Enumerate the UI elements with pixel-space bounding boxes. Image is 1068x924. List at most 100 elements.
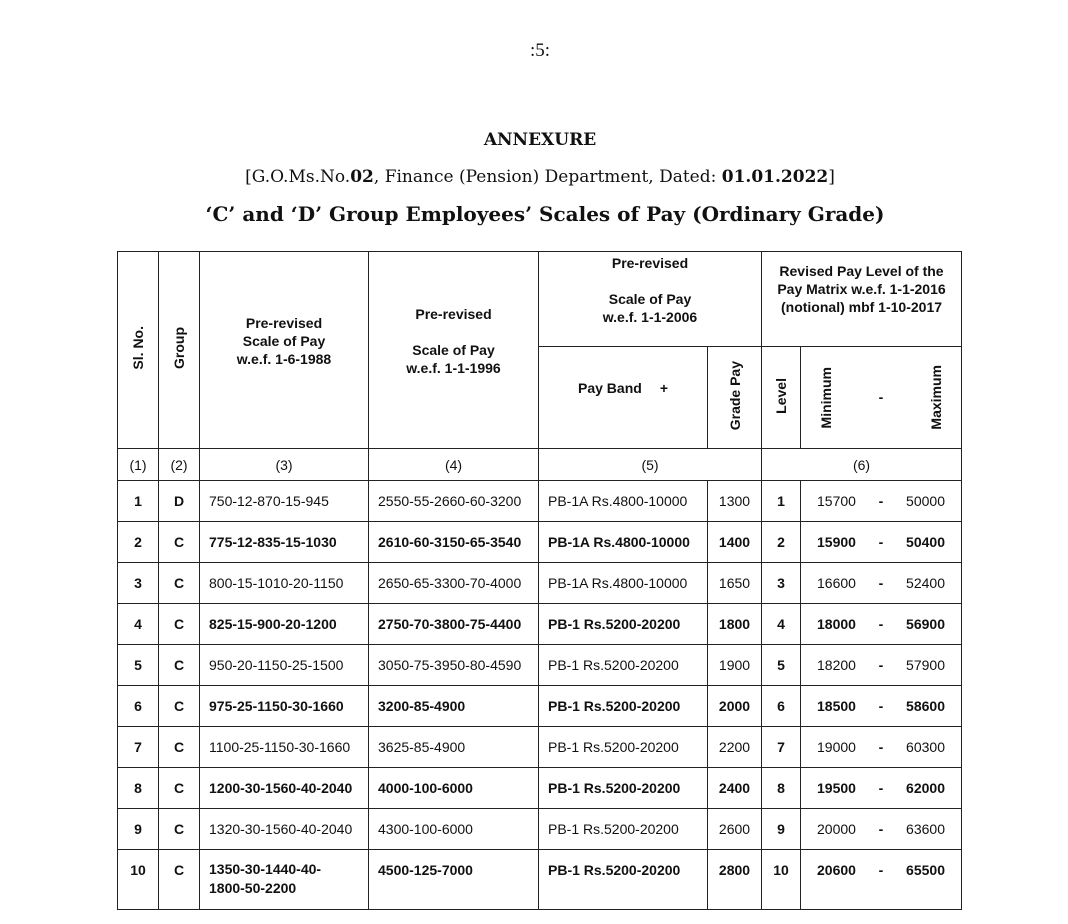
level: 5 bbox=[761, 644, 801, 686]
header-pay-band: Pay Band + bbox=[538, 346, 708, 449]
scale-1988: 1100-25-1150-30-1660 bbox=[199, 726, 369, 768]
pay-band: PB-1A Rs.4800-10000 bbox=[538, 521, 708, 563]
maximum: 56900 bbox=[906, 616, 945, 632]
maximum: 63600 bbox=[906, 821, 945, 837]
sl-no: 8 bbox=[117, 767, 159, 809]
dash: - bbox=[878, 616, 884, 632]
minimum: 16600 bbox=[817, 575, 856, 591]
maximum: 57900 bbox=[906, 657, 945, 673]
sl-no: 3 bbox=[117, 562, 159, 604]
sl-no: 1 bbox=[117, 480, 159, 522]
scale-1996: 3050-75-3950-80-4590 bbox=[368, 644, 539, 686]
table-row: 6 C 975-25-1150-30-1660 3200-85-4900 PB-1 Rs… bbox=[117, 685, 962, 727]
min-max: 18200 - 57900 bbox=[800, 644, 962, 686]
scale-1996: 2550-55-2660-60-3200 bbox=[368, 480, 539, 522]
dash: - bbox=[878, 739, 884, 755]
header-1988: Pre-revised Scale of Pay w.e.f. 1-6-1988 bbox=[199, 251, 369, 449]
header-level: Level bbox=[761, 346, 801, 449]
maximum: 60300 bbox=[906, 739, 945, 755]
table-row: 2 C 775-12-835-15-1030 2610-60-3150-65-3540… bbox=[117, 521, 962, 563]
group: C bbox=[158, 849, 200, 910]
maximum: 58600 bbox=[906, 698, 945, 714]
table-row: 8 C 1200-30-1560-40-2040 4000-100-6000 PB-1 … bbox=[117, 767, 962, 809]
header-sl-no: Sl. No. bbox=[117, 251, 159, 449]
header-group: Group bbox=[158, 251, 200, 449]
minimum: 18000 bbox=[817, 616, 856, 632]
group: D bbox=[158, 480, 200, 522]
sl-no: 4 bbox=[117, 603, 159, 645]
grade-pay: 1900 bbox=[707, 644, 762, 686]
group: C bbox=[158, 644, 200, 686]
grade-pay: 1300 bbox=[707, 480, 762, 522]
grade-pay: 2600 bbox=[707, 808, 762, 850]
table-row: 10 C 1350-30-1440-40-1800-50-2200 4500-125-… bbox=[117, 849, 962, 910]
group: C bbox=[158, 808, 200, 850]
grade-pay: 2000 bbox=[707, 685, 762, 727]
min-max: 19000 - 60300 bbox=[800, 726, 962, 768]
dash: - bbox=[878, 780, 884, 796]
header-grade-pay: Grade Pay bbox=[707, 346, 762, 449]
scale-1996: 2610-60-3150-65-3540 bbox=[368, 521, 539, 563]
scale-1988: 950-20-1150-25-1500 bbox=[199, 644, 369, 686]
min-max: 15900 - 50400 bbox=[800, 521, 962, 563]
document-title: ‘C’ and ‘D’ Group Employees’ Scales of P… bbox=[205, 202, 885, 226]
sl-no: 5 bbox=[117, 644, 159, 686]
dash: - bbox=[878, 862, 884, 878]
go-date: 01.01.2022 bbox=[721, 167, 829, 187]
ref-suffix: ] bbox=[828, 167, 835, 187]
min-max: 18500 - 58600 bbox=[800, 685, 962, 727]
scale-1988: 1200-30-1560-40-2040 bbox=[199, 767, 369, 809]
maximum: 50400 bbox=[906, 534, 945, 550]
page-number: :5: bbox=[529, 40, 551, 61]
min-max: 16600 - 52400 bbox=[800, 562, 962, 604]
go-number: 02 bbox=[350, 167, 374, 187]
maximum: 65500 bbox=[906, 862, 945, 878]
scale-1988: 750-12-870-15-945 bbox=[199, 480, 369, 522]
pay-band: PB-1 Rs.5200-20200 bbox=[538, 644, 708, 686]
pay-band: PB-1 Rs.5200-20200 bbox=[538, 603, 708, 645]
dash: - bbox=[878, 575, 884, 591]
level: 3 bbox=[761, 562, 801, 604]
min-max: 15700 - 50000 bbox=[800, 480, 962, 522]
scale-1996: 4300-100-6000 bbox=[368, 808, 539, 850]
pay-band: PB-1 Rs.5200-20200 bbox=[538, 685, 708, 727]
table-row: 7 C 1100-25-1150-30-1660 3625-85-4900 PB-1 R… bbox=[117, 726, 962, 768]
pay-band: PB-1 Rs.5200-20200 bbox=[538, 849, 708, 910]
level: 10 bbox=[761, 849, 801, 910]
scale-1988: 825-15-900-20-1200 bbox=[199, 603, 369, 645]
group: C bbox=[158, 767, 200, 809]
minimum: 18200 bbox=[817, 657, 856, 673]
grade-pay: 2400 bbox=[707, 767, 762, 809]
scale-1988: 975-25-1150-30-1660 bbox=[199, 685, 369, 727]
min-max: 18000 - 56900 bbox=[800, 603, 962, 645]
level: 1 bbox=[761, 480, 801, 522]
min-max: 20000 - 63600 bbox=[800, 808, 962, 850]
level: 2 bbox=[761, 521, 801, 563]
min-max: 19500 - 62000 bbox=[800, 767, 962, 809]
column-numbers-row: (1) (2) (3) (4) (5) (6) bbox=[117, 448, 962, 481]
minimum: 15900 bbox=[817, 534, 856, 550]
level: 9 bbox=[761, 808, 801, 850]
sl-no: 10 bbox=[117, 849, 159, 910]
group: C bbox=[158, 726, 200, 768]
header-2016: Revised Pay Level of the Pay Matrix w.e.f… bbox=[761, 251, 962, 347]
sl-no: 2 bbox=[117, 521, 159, 563]
group: C bbox=[158, 603, 200, 645]
scale-1988: 1350-30-1440-40-1800-50-2200 bbox=[199, 849, 369, 910]
pay-band: PB-1A Rs.4800-10000 bbox=[538, 480, 708, 522]
sl-no: 9 bbox=[117, 808, 159, 850]
scale-1988: 800-15-1010-20-1150 bbox=[199, 562, 369, 604]
pay-band: PB-1 Rs.5200-20200 bbox=[538, 726, 708, 768]
scale-1996: 3625-85-4900 bbox=[368, 726, 539, 768]
grade-pay: 2200 bbox=[707, 726, 762, 768]
dash: - bbox=[878, 493, 884, 509]
scale-1996: 4000-100-6000 bbox=[368, 767, 539, 809]
header-min-max: Minimum - Maximum bbox=[800, 346, 962, 449]
ref-prefix: [G.O.Ms.No. bbox=[245, 167, 351, 187]
grade-pay: 1400 bbox=[707, 521, 762, 563]
table-row: 9 C 1320-30-1560-40-2040 4300-100-6000 PB-1 … bbox=[117, 808, 962, 850]
header-1996: Pre-revised Scale of Pay w.e.f. 1-1-1996 bbox=[368, 251, 539, 449]
annexure-heading: ANNEXURE bbox=[483, 130, 597, 150]
table-row: 4 C 825-15-900-20-1200 2750-70-3800-75-4400… bbox=[117, 603, 962, 645]
pay-band: PB-1 Rs.5200-20200 bbox=[538, 767, 708, 809]
